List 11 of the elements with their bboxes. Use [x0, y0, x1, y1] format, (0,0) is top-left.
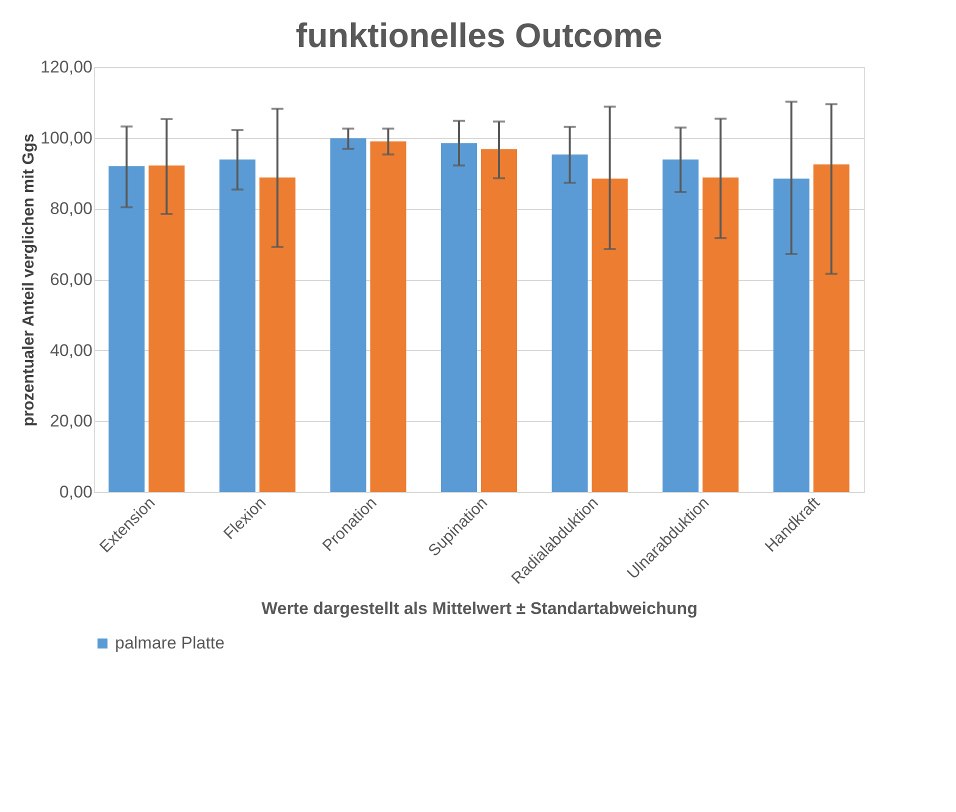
chart-title: funktionelles Outcome [296, 17, 662, 55]
y-axis-title: prozentualer Anteil verglichen mit Ggs [20, 134, 38, 426]
x-axis-title: Werte dargestellt als Mittelwert ± Standartabweichung [262, 598, 698, 618]
y-tick-label: 20,00 [50, 412, 92, 431]
y-tick-label: 120,00 [40, 58, 92, 76]
y-tick-label: 40,00 [50, 340, 92, 360]
legend-label: palmare Platte [115, 634, 225, 652]
y-tick-label: 100,00 [40, 128, 92, 148]
y-tick-label: 80,00 [50, 199, 92, 218]
y-tick-label: 0,00 [59, 482, 92, 502]
y-tick-label: 60,00 [50, 270, 92, 289]
